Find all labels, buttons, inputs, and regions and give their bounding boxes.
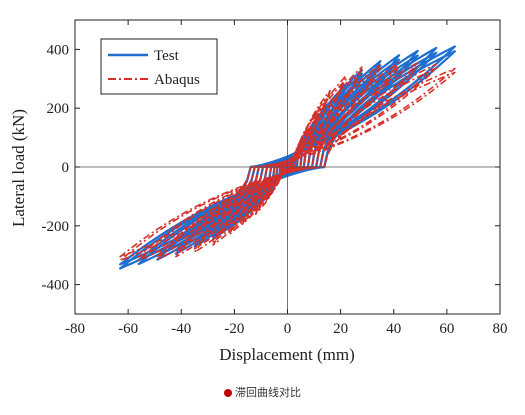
x-tick-label: 20 [333,321,348,337]
bullet-icon [224,388,232,397]
x-tick-label: -40 [171,321,191,337]
y-tick-label: -200 [42,219,70,235]
x-tick-label: -80 [65,321,85,337]
legend-label-test: Test [154,48,180,64]
y-tick-label: 400 [47,42,70,58]
hysteresis-loop-abaqus [119,67,456,262]
figure-caption: 滞回曲线对比 [0,384,525,400]
x-tick-label: -20 [224,321,244,337]
x-tick-label: -60 [118,321,138,337]
caption-text: 滞回曲线对比 [235,386,301,399]
hysteresis-loop-abaqus [228,75,347,236]
hysteresis-loop-abaqus [254,109,321,213]
x-tick-label: 80 [493,321,508,337]
legend-box [100,38,218,95]
y-axis-label: Lateral load (kN) [9,109,28,227]
x-tick-label: 40 [386,321,401,337]
y-tick-label: 200 [47,101,70,117]
y-tick-label: -400 [42,278,70,294]
x-tick-label: 0 [284,321,292,337]
hysteresis-loop-abaqus [137,67,438,258]
y-tick-label: 0 [62,160,70,176]
legend-label-abaqus: Abaqus [154,72,200,88]
x-tick-label: 60 [439,321,454,337]
x-axis-label: Displacement (mm) [219,345,355,364]
legend: Test Abaqus [100,38,218,95]
